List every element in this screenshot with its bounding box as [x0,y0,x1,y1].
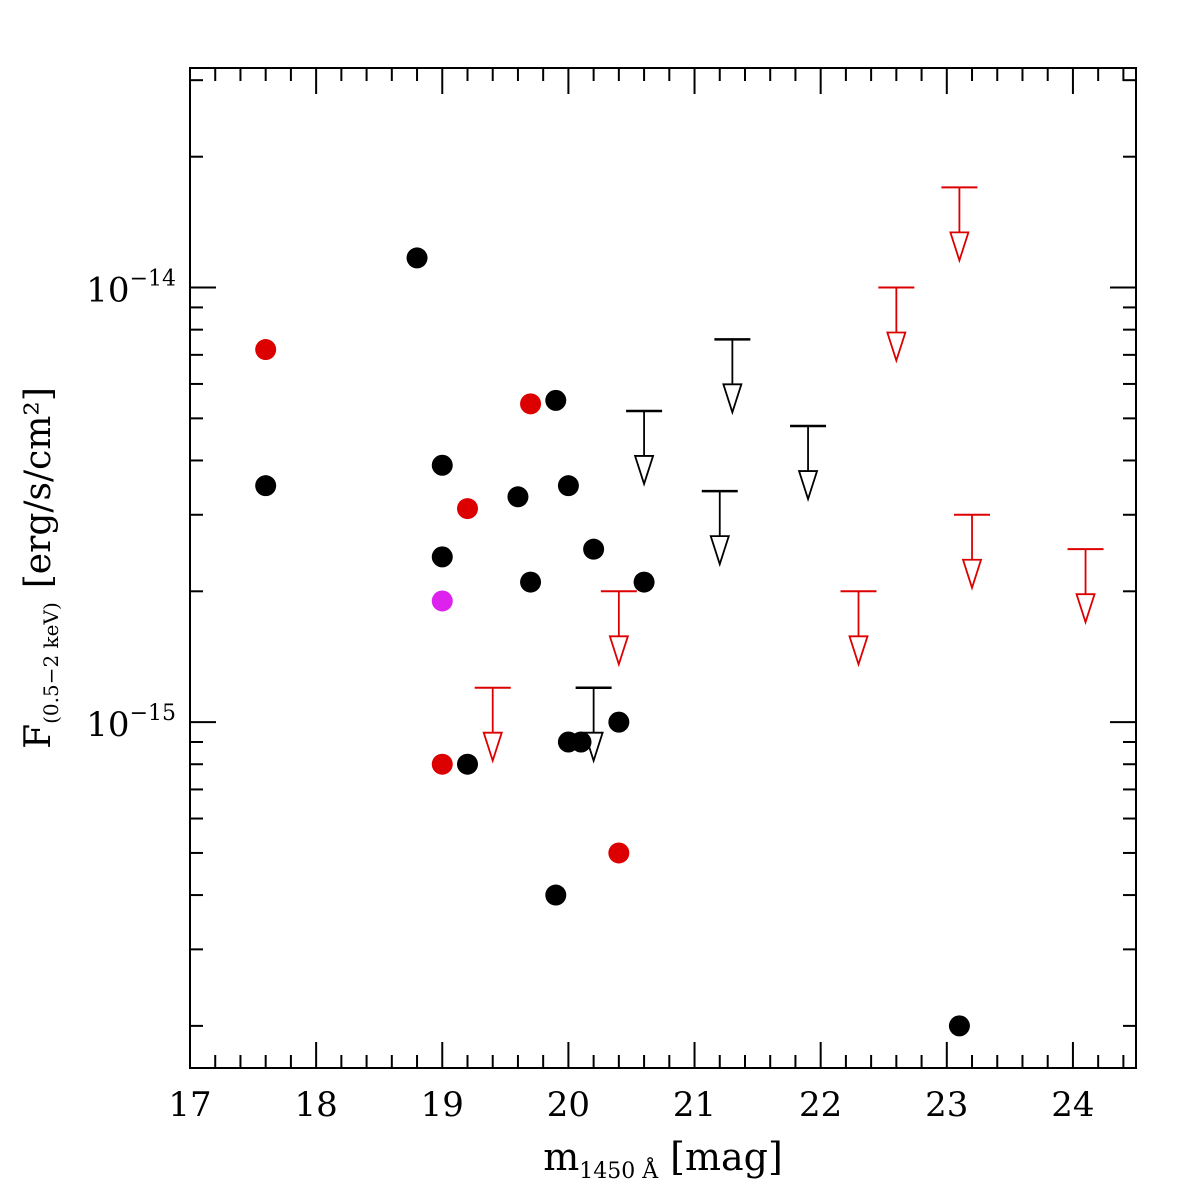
x-axis-label: m1450 Å [mag] [543,1135,783,1184]
black-detections-point [545,389,567,411]
upper-limit-arrowhead [797,470,819,503]
red-detections-point [608,842,630,864]
red-upper-limits-point [941,186,978,264]
red-upper-limits-point [878,286,915,364]
red-upper-limits-point [840,590,877,668]
y-axis-label-unit: [erg/s/cm²] [18,387,59,588]
red-upper-limits-point [474,686,511,764]
black-detections-point [633,571,655,593]
x-tick-label: 23 [925,1085,968,1125]
black-upper-limits-point [714,338,751,416]
red-upper-limits-point [600,590,637,668]
x-tick-label: 21 [673,1085,716,1125]
x-tick-labels: 17 18 19 20 21 22 23 24 [168,1085,1094,1125]
y-tick-label-exponent: −14 [130,267,176,292]
black-detections-point [507,486,529,508]
black-detections-point [545,884,567,906]
y-tick-label-base: 10 [86,705,129,745]
x-tick-label: 22 [799,1085,842,1125]
x-tick-label: 19 [421,1085,464,1125]
black-detections-point [431,546,453,568]
x-tick-label: 18 [295,1085,338,1125]
data-marks [255,186,1104,1037]
red-upper-limits-point [954,513,991,591]
red-detections-point [520,393,542,415]
plot-frame [189,67,1137,1069]
black-upper-limits-point [575,686,612,764]
black-upper-limits-point [790,424,827,503]
red-upper-limits-point [1067,548,1104,626]
upper-limit-arrowhead [949,231,970,264]
y-tick-label-exponent: −15 [130,701,176,726]
black-detections-point [583,538,605,560]
axis-ticks [189,68,1136,1068]
upper-limit-arrowhead [482,731,503,764]
upper-limit-arrowhead [583,731,604,764]
x-axis-label-sub: 1450 Å [579,1156,659,1184]
black-detections-point [520,571,542,593]
black-detections-point [456,753,478,775]
upper-limit-arrowhead [608,635,630,668]
x-tick-label: 24 [1051,1085,1094,1125]
x-axis-label-main: m [543,1135,579,1179]
black-detections-point [431,454,453,476]
y-axis-label-sub: (0.5−2 keV) [39,602,63,724]
upper-limit-arrowhead [886,331,907,364]
black-detections-point [948,1015,970,1037]
y-axis-label: F(0.5−2 keV) [erg/s/cm²] [18,387,63,749]
x-axis-label-unit: [mag] [670,1135,783,1179]
x-tick-label: 17 [168,1085,211,1125]
upper-limit-arrowhead [722,383,743,416]
upper-limit-arrowhead [633,455,655,487]
upper-limit-arrowhead [1075,593,1096,626]
black-upper-limits-point [626,409,663,487]
x-tick-label: 20 [547,1085,590,1125]
upper-limit-arrowhead [709,535,730,568]
upper-limit-arrowhead [848,635,869,668]
black-detections-point [255,475,277,497]
red-detections-point [456,498,478,520]
black-upper-limits-point [701,489,738,568]
black-detections-point [608,711,630,733]
upper-limit-arrowhead [961,558,983,591]
black-detections-point [557,475,579,497]
red-detections-point [431,753,453,775]
y-tick-label: 10−15 [86,701,176,745]
red-detections-point [255,339,277,361]
y-axis-label-main: F [18,724,59,749]
y-tick-label: 10−14 [86,267,176,311]
black-detections-point [406,247,428,269]
magenta-detection-point [431,590,453,612]
y-tick-label-base: 10 [86,271,129,311]
